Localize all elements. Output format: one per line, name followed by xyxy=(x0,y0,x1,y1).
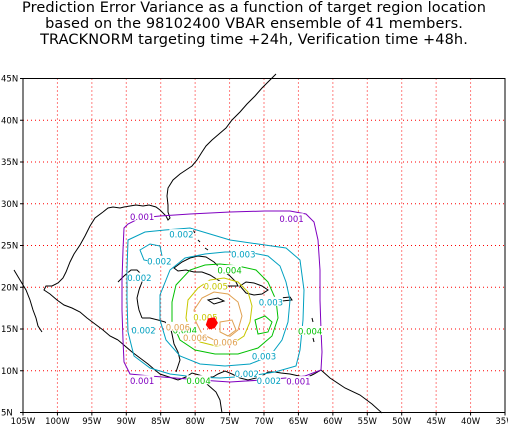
contour-label: 0.004 xyxy=(298,328,322,338)
contour-label-bg xyxy=(130,375,155,385)
contour-label-bg xyxy=(279,213,304,223)
x-tick-label: 45W xyxy=(427,417,447,427)
grid-lines xyxy=(23,78,505,413)
contour-label: 0.004 xyxy=(173,327,197,337)
axis-ticks: 105W 100W 95W 90W 85W 80W 75W 70W 65W 60W 55W 50W 45… xyxy=(1,75,508,428)
contour-c0004 xyxy=(254,315,273,335)
honduras-coastline xyxy=(142,317,181,373)
contour-label: 0.002 xyxy=(235,370,259,380)
x-tick-label: 95W xyxy=(82,417,102,427)
contour-label: 0.005 xyxy=(204,282,228,292)
contour-c0003 xyxy=(159,251,291,367)
y-tick-label: 15N xyxy=(1,325,18,335)
us-coastline xyxy=(102,73,277,221)
contour-label: 0.005 xyxy=(193,313,217,323)
x-tick-label: 80W xyxy=(186,417,206,427)
contour-label: 0.006 xyxy=(166,323,190,333)
x-tick-label: 85W xyxy=(151,417,171,427)
title-block: Prediction Error Variance as a function … xyxy=(0,0,508,48)
title-line-3: TRACKNORM targeting time +24h, Verificat… xyxy=(40,32,468,48)
contour-label-bg xyxy=(298,326,323,336)
y-tick-label: 45N xyxy=(1,75,18,85)
x-tick-label: 60W xyxy=(323,417,343,427)
contour-label-bg xyxy=(213,336,238,346)
contour-label-bg xyxy=(130,211,155,221)
contour-label: 0.002 xyxy=(147,257,171,267)
y-tick-label: 5N xyxy=(1,409,13,419)
contour-label: 0.001 xyxy=(130,377,154,387)
coastlines xyxy=(13,73,383,414)
contour-label-bg xyxy=(165,321,190,331)
jamaica xyxy=(206,297,226,305)
title-line-2: based on the 98102400 VBAR ensemble of 4… xyxy=(45,16,463,32)
y-tick-label: 35N xyxy=(1,158,18,168)
pacific-coastline xyxy=(13,269,43,333)
title-line-1: Prediction Error Variance as a function … xyxy=(21,0,486,16)
contour-label: 0.004 xyxy=(186,377,210,387)
contour-lines xyxy=(121,210,323,383)
contour-label-bg xyxy=(169,229,194,239)
contour-label-bg xyxy=(193,311,218,321)
x-tick-label: 100W xyxy=(45,417,70,427)
y-tick-label: 30N xyxy=(1,200,18,210)
contour-c0002 xyxy=(126,227,305,379)
contour-c0004 xyxy=(171,263,279,355)
contour-label-bg xyxy=(127,272,152,282)
x-tick-label: 50W xyxy=(392,417,412,427)
contour-label: 0.004 xyxy=(217,267,241,277)
x-tick-label: 35W xyxy=(495,417,508,427)
x-tick-label: 70W xyxy=(254,417,274,427)
contour-label: 0.003 xyxy=(259,298,283,308)
contour-label-bg xyxy=(147,255,172,265)
contour-label-bg xyxy=(258,296,283,306)
contour-label: 0.006 xyxy=(213,338,237,348)
contour-c0006 xyxy=(219,319,237,337)
contour-label: 0.002 xyxy=(127,274,151,284)
contour-label-bg xyxy=(183,332,208,342)
x-tick-label: 55W xyxy=(358,417,378,427)
x-tick-label: 65W xyxy=(289,417,309,427)
contour-label-bg xyxy=(131,325,156,335)
y-tick-label: 25N xyxy=(1,242,18,252)
contour-label: 0.006 xyxy=(183,334,207,344)
x-tick-label: 105W xyxy=(11,417,36,427)
x-tick-label: 75W xyxy=(220,417,240,427)
contour-label: 0.002 xyxy=(257,377,281,387)
mexico-coastline xyxy=(43,211,119,341)
contour-label: 0.002 xyxy=(169,231,193,241)
contour-label: 0.003 xyxy=(252,353,276,363)
contour-label: 0.002 xyxy=(131,327,155,337)
contour-label-bg xyxy=(234,368,259,378)
contour-c0006 xyxy=(193,291,243,341)
contour-c0001 xyxy=(121,210,323,383)
y-tick-label: 40N xyxy=(1,116,18,126)
contour-label: 0.001 xyxy=(130,213,154,223)
contour-label-bg xyxy=(217,265,242,275)
contour-label: 0.001 xyxy=(286,378,310,388)
cuba xyxy=(173,255,239,287)
contour-label-bg xyxy=(231,249,256,259)
contour-label-bg xyxy=(286,376,311,386)
maximum-marker xyxy=(205,317,218,330)
contour-label-bg xyxy=(252,351,276,361)
maximum-blob xyxy=(205,317,218,330)
yucatan-coastline xyxy=(117,269,143,319)
x-tick-label: 40W xyxy=(461,417,481,427)
x-tick-label: 90W xyxy=(117,417,137,427)
contour-label: 0.001 xyxy=(279,215,303,225)
contour-label-bg xyxy=(203,280,228,290)
y-tick-label: 10N xyxy=(1,367,18,377)
y-tick-label: 20N xyxy=(1,283,18,293)
contour-label-bg xyxy=(186,375,211,385)
contour-label: 0.003 xyxy=(231,251,255,261)
contour-label-bg xyxy=(256,375,281,385)
